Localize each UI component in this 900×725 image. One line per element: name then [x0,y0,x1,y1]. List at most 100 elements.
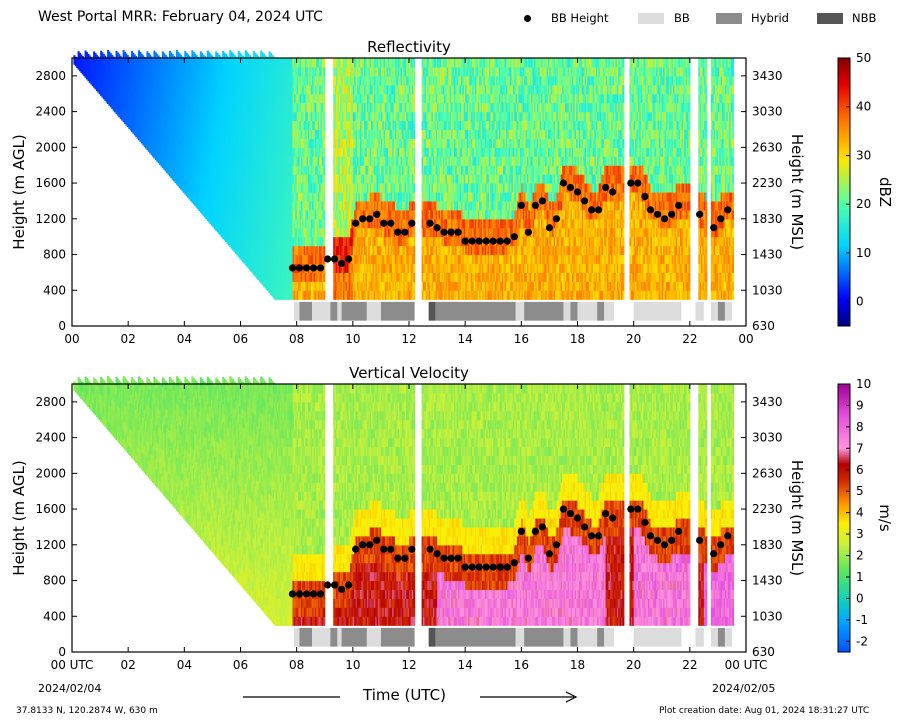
bb-height-point [667,536,676,544]
y-tick-label-right: 1030 [752,609,783,623]
bb-height-point [646,532,655,540]
bb-class-segment [312,627,331,647]
bb-height-point [475,237,483,245]
bb-height-point [675,527,683,536]
bb-class-segment [563,301,571,321]
bb-height-point [653,210,662,218]
x-tick-label: 00 UTC [51,658,94,672]
bb-class-segment [577,301,598,321]
bb-height-point [717,215,725,223]
bb-height-point [545,550,554,558]
colorbar-tick-label: 8 [856,420,864,434]
bb-height-point [482,237,490,245]
bb-height-point [552,215,561,223]
bb-height-point [710,550,718,558]
bb-class-segment [428,627,436,647]
y-tick-label: 1600 [35,502,66,516]
y-axis-label: Height (m AGL) [10,460,28,575]
colorbar-tick-label: 10 [856,246,871,260]
bb-height-point [288,590,297,598]
bb-class-segment [293,627,300,647]
colorbar-tick-label: 5 [856,484,864,498]
dbz-colorbar: 0 10 20 30 40 50 dBZ [837,51,894,327]
y-axis-label-right: Height (m MSL) [788,460,806,576]
time-arrows [243,691,578,703]
x-tick-label: 18 [570,332,585,346]
bb-height-point [538,197,546,205]
panel-title: Reflectivity [367,38,451,56]
bb-height-point [373,536,381,544]
date-left: 2024/02/04 [38,682,101,695]
bb-height-point [475,563,483,571]
y-tick-label-right: 3430 [752,69,783,83]
bb-class-segment [710,301,718,321]
x-tick-label: 14 [458,332,473,346]
colorbar-tick-label: 4 [856,506,864,520]
bb-height-point [366,215,374,223]
bb-height-point [440,554,448,562]
bb-class-segment [633,301,682,321]
bb-class-segment [515,301,525,321]
colorbar-tick-label: 6 [856,463,864,477]
bb-height-point [468,237,476,245]
bb-height-point [387,545,395,553]
bb-height-point [587,206,596,214]
bb-height-point [330,255,339,263]
x-tick-label: 02 [121,332,136,346]
bb-height-point [717,541,725,549]
bb-class-segment [337,627,342,647]
x-axis-label: Time (UTC) [363,686,446,704]
bb-height-point [366,541,374,549]
bb-height-point [496,237,504,245]
bb-class-segment [341,627,367,647]
y-tick-label-right: 2630 [752,140,783,154]
bb-class-segment [366,301,381,321]
y-tick-label: 2000 [35,140,66,154]
legend-hybrid: Hybrid [751,11,789,25]
bb-height-point [587,532,596,540]
y-tick-label-right: 1830 [752,538,783,552]
bb-height-point [517,201,525,209]
bb-height-point [309,264,318,272]
bb-height-point [710,224,718,232]
bb-height-point [634,179,642,187]
bb-height-marker-icon [524,15,531,22]
bb-class-segment [435,301,516,321]
creation-date-text: Plot creation date: Aug 01, 2024 18:31:2… [659,706,869,716]
bb-height-point [359,541,367,549]
bb-class-segment [524,627,564,647]
y-tick-label: 800 [43,248,66,262]
y-tick-label-right: 2630 [752,466,783,480]
bb-height-point [696,536,704,544]
x-tick-label: 16 [514,332,529,346]
x-tick-label: 22 [682,658,697,672]
heatmap-field [73,50,734,300]
bb-class-segment [695,301,704,321]
bb-class-segment [515,627,525,647]
bb-height-point [461,563,469,571]
y-tick-label: 1200 [35,538,66,552]
bb-height-point [288,264,297,272]
bb-height-point [696,210,704,218]
bb-height-point [433,224,441,232]
bb-class-segment [330,301,338,321]
y-tick-label-right: 2230 [752,176,783,190]
colorbar-tick-label: -2 [856,634,868,648]
panel-title: Vertical Velocity [349,364,469,382]
bb-class-segment [597,627,605,647]
bb-class-segment [717,301,725,321]
y-tick-label: 2400 [35,431,66,445]
bb-class-segment [597,301,605,321]
bb-height-point [323,581,332,589]
bb-height-point [517,527,525,536]
bb-height-point [559,505,568,513]
y-tick-label: 1600 [35,176,66,190]
x-tick-label: 06 [233,332,248,346]
bb-height-point [609,514,617,522]
x-tick-label: 16 [514,658,529,672]
bb-height-point [594,532,603,540]
y-tick-label-right: 1830 [752,212,783,226]
x-tick-label: 20 [626,658,641,672]
bb-height-point [352,545,360,553]
x-tick-label: 04 [177,332,192,346]
